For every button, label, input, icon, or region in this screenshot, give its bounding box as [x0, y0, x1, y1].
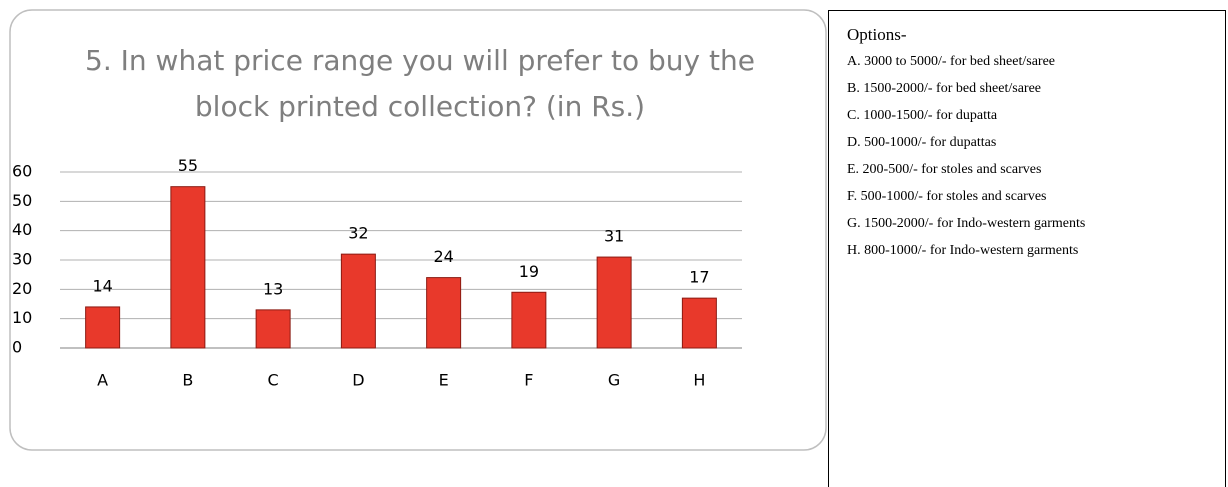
x-tick-label: F	[524, 371, 533, 390]
option-item: A. 3000 to 5000/- for bed sheet/saree	[847, 54, 1055, 69]
option-item: F. 500-1000/- for stoles and scarves	[847, 189, 1047, 204]
options-box: Options- A. 3000 to 5000/- for bed sheet…	[828, 10, 1226, 487]
y-tick-label: 20	[12, 279, 32, 298]
data-label: 19	[519, 262, 539, 281]
option-item: E. 200-500/- for stoles and scarves	[847, 162, 1042, 177]
y-tick-label: 10	[12, 308, 32, 327]
bar	[426, 277, 462, 349]
bar	[340, 253, 376, 349]
option-item: B. 1500-2000/- for bed sheet/saree	[847, 81, 1041, 96]
x-tick-label: G	[608, 371, 620, 390]
x-tick-label: D	[352, 371, 364, 390]
data-label: 13	[263, 279, 283, 298]
x-tick-label: A	[97, 371, 108, 390]
x-tick-label: H	[693, 371, 705, 390]
data-label: 24	[433, 247, 453, 266]
chart-title: 5. In what price range you will prefer t…	[85, 44, 755, 123]
data-label: 14	[92, 276, 112, 295]
bar	[596, 256, 632, 349]
option-item: C. 1000-1500/- for dupatta	[847, 108, 998, 123]
option-item: H. 800-1000/- for Indo-western garments	[847, 243, 1079, 258]
option-item: D. 500-1000/- for dupattas	[847, 135, 997, 150]
bar	[511, 291, 547, 349]
x-tick-label: E	[439, 371, 449, 390]
bar	[681, 297, 717, 349]
data-label: 32	[348, 224, 368, 243]
y-tick-label: 40	[12, 220, 32, 239]
x-tick-label: C	[268, 371, 279, 390]
data-label: 55	[178, 156, 198, 175]
bar	[170, 186, 206, 349]
y-tick-label: 0	[12, 338, 22, 357]
y-tick-label: 50	[12, 191, 32, 210]
bar	[85, 306, 121, 349]
y-tick-label: 60	[12, 162, 32, 181]
options-title: Options-	[847, 25, 907, 44]
bar	[255, 309, 291, 349]
option-item: G. 1500-2000/- for Indo-western garments	[847, 216, 1086, 231]
chart: 0 10 20 30 40 50 60 A 14 B 55 C 13 D 32 E 24 F 19 G 31 H 17	[9, 9, 827, 451]
data-label: 17	[689, 268, 709, 287]
data-label: 31	[604, 227, 624, 246]
y-tick-label: 30	[12, 250, 32, 269]
x-tick-label: B	[182, 371, 193, 390]
